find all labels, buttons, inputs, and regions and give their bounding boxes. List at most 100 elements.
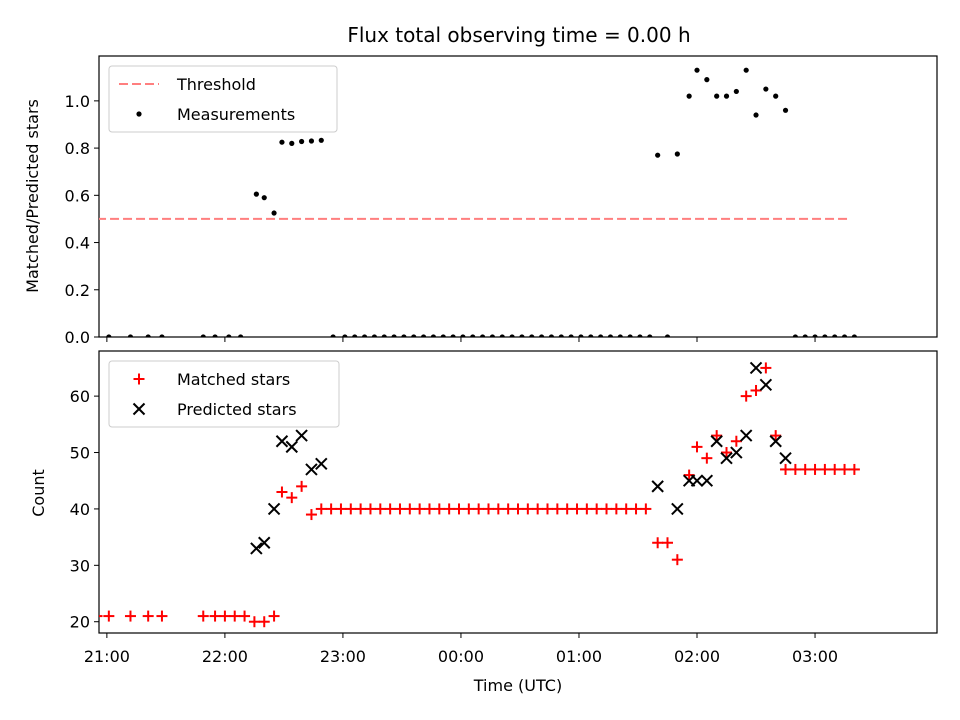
matched-stars-point <box>711 430 723 442</box>
measurements-point <box>99 335 100 337</box>
measurements-point <box>812 334 818 337</box>
predicted-stars-point <box>730 446 743 459</box>
predicted-stars-point <box>690 474 704 487</box>
bottom-xtick-label: 21:00 <box>84 647 130 666</box>
matched-stars-point <box>142 610 154 622</box>
predicted-stars-point <box>285 440 298 454</box>
measurements-point <box>381 334 387 337</box>
matched-stars-point <box>197 610 209 622</box>
measurements-point <box>617 334 623 337</box>
top-ytick-label: 0.4 <box>65 234 90 253</box>
bottom-ytick-label: 50 <box>70 444 90 463</box>
measurements-point <box>450 334 456 337</box>
predicted-stars-point <box>739 429 753 442</box>
bottom-xtick-label: 02:00 <box>674 647 720 666</box>
bottom-legend: Matched stars Predicted stars <box>108 360 340 428</box>
matched-stars-point <box>355 503 367 515</box>
bottom-ytick-label: 20 <box>70 613 90 632</box>
bottom-plot-area <box>99 361 860 628</box>
matched-stars-point <box>571 503 583 515</box>
bottom-xtick-label: 00:00 <box>438 647 484 666</box>
predicted-stars-point <box>275 435 289 448</box>
predicted-stars-point <box>720 451 733 465</box>
measurements-point <box>342 334 348 337</box>
matched-stars-point <box>209 610 221 622</box>
bottom-ytick-label: 30 <box>70 556 90 575</box>
predicted-stars-point <box>779 451 792 465</box>
bottom-axes-marks <box>99 361 860 628</box>
measurements-point <box>832 334 838 337</box>
matched-stars-point <box>701 452 713 464</box>
bottom-ytick-label: 60 <box>70 387 90 406</box>
measurements-point <box>694 67 700 73</box>
matched-stars-point <box>512 503 524 515</box>
top-axes-marks <box>99 67 857 337</box>
predicted-stars-point <box>267 502 281 516</box>
matched-stars-legend-swatch <box>133 373 145 385</box>
bottom-ytick-label: 40 <box>70 500 90 519</box>
matched-stars-point <box>691 441 703 453</box>
measurements-point <box>782 107 789 113</box>
bottom-xtick-label: 03:00 <box>792 647 838 666</box>
predicted-stars-point <box>651 480 664 493</box>
matched-stars-point <box>750 384 762 396</box>
matched-stars-point <box>268 610 280 622</box>
measurements-point <box>440 334 446 337</box>
measurements-point <box>460 334 466 337</box>
measurements-point <box>145 334 151 337</box>
matched-stars-point <box>492 503 504 515</box>
measurements-point <box>578 334 584 337</box>
top-ytick-label: 0.2 <box>65 281 90 300</box>
matched-stars-point <box>394 503 406 515</box>
matched-stars-point <box>760 362 772 374</box>
measurements-point <box>401 334 407 337</box>
matched-stars-point <box>620 503 632 515</box>
bottom-axes-xlabel: Time (UTC) <box>473 676 562 695</box>
matched-stars-point <box>799 463 811 475</box>
bottom-axes-ylabel: Count <box>29 469 48 517</box>
bottom-axes-ticks: 20 30 40 50 60 21:00 22:00 23:00 00:00 01:00 02:00… <box>70 387 838 666</box>
measurements-point <box>686 93 692 99</box>
top-axes-ylabel: Matched/Predicted stars <box>23 99 42 293</box>
measurements-point <box>851 334 857 337</box>
matched-stars-point <box>433 503 445 515</box>
measurements-point <box>308 138 315 144</box>
matched-stars-legend-label: Matched stars <box>177 370 290 389</box>
predicted-stars-point <box>305 463 318 476</box>
matched-stars-point <box>630 503 642 515</box>
matched-stars-point <box>315 503 327 515</box>
measurements-point <box>802 334 808 337</box>
matched-stars-point <box>276 486 288 498</box>
top-plot-area <box>99 67 857 337</box>
matched-stars-point <box>482 503 494 515</box>
measurements-point <box>238 334 244 337</box>
matched-stars-point <box>335 503 347 515</box>
top-ytick-label: 1.0 <box>65 92 90 111</box>
predicted-stars-point <box>671 502 684 516</box>
matched-stars-point <box>404 503 416 515</box>
matched-stars-point <box>443 503 455 515</box>
matched-stars-point <box>502 503 514 515</box>
chart-title: Flux total observing time = 0.00 h <box>347 23 690 47</box>
measurements-point <box>352 334 358 337</box>
predicted-stars-point <box>700 474 714 487</box>
matched-stars-point <box>229 610 241 622</box>
bottom-axes: 20 30 40 50 60 21:00 22:00 23:00 00:00 01:00 02:00… <box>29 350 938 695</box>
measurements-point <box>548 334 555 337</box>
measurements-point <box>627 334 633 337</box>
matched-stars-point <box>640 503 652 515</box>
measurements-point <box>261 195 267 201</box>
bottom-xtick-label: 01:00 <box>556 647 602 666</box>
matched-stars-point <box>219 610 231 622</box>
predicted-stars-point <box>258 536 271 549</box>
measurements-point <box>479 334 486 337</box>
measurements-point <box>598 334 604 337</box>
measurements-legend-swatch <box>136 111 142 117</box>
measurements-point <box>822 334 828 337</box>
measurements-legend-label: Measurements <box>177 105 295 124</box>
top-ytick-label: 0.0 <box>65 328 90 347</box>
predicted-stars-point <box>769 435 782 448</box>
matched-stars-point <box>839 463 851 475</box>
bottom-axes-frame <box>98 350 938 634</box>
